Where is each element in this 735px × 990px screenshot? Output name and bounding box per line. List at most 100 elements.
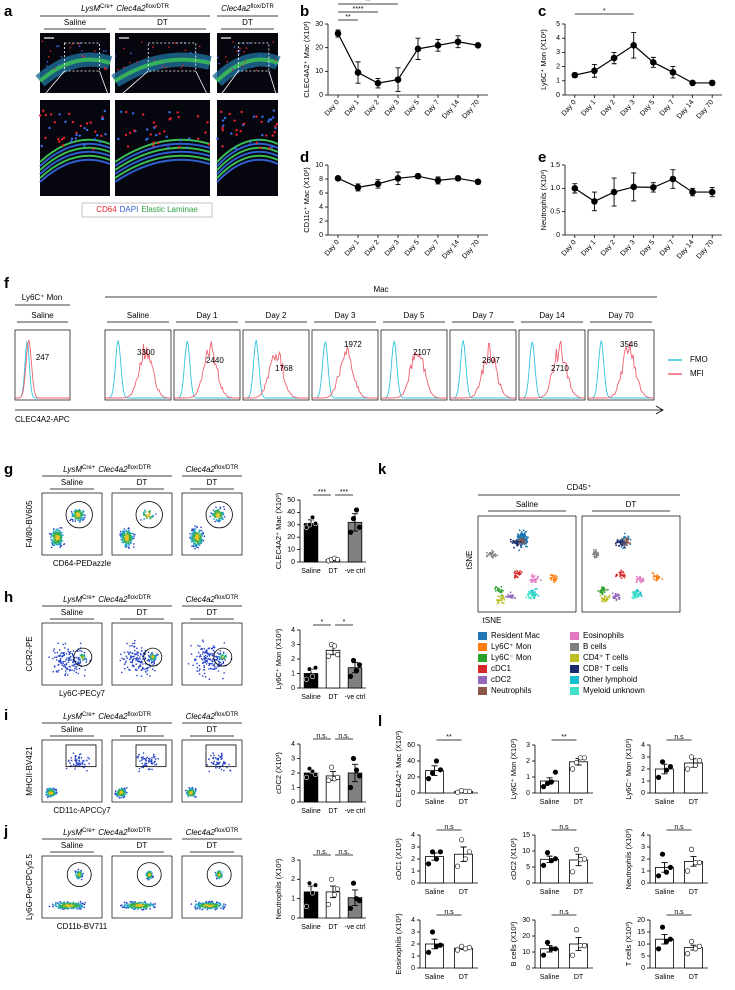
event-dot [195, 903, 197, 905]
event-dot [132, 905, 134, 907]
event-dot [82, 903, 84, 905]
data-point [455, 38, 462, 45]
y-tick-label: 30 [287, 522, 295, 529]
data-point [670, 69, 677, 76]
event-dot [219, 659, 221, 661]
event-dot [81, 879, 83, 881]
y-axis-label: T cells (X10³) [624, 921, 633, 966]
event-dot [71, 760, 73, 762]
replicate-point [689, 847, 694, 852]
x-tick-label: DT [328, 808, 338, 815]
event-dot [193, 543, 195, 545]
event-dot [148, 512, 150, 514]
event-dot [121, 672, 123, 674]
cell-dot [96, 134, 98, 136]
event-dot [45, 794, 47, 796]
tsne-dot [623, 571, 625, 573]
event-dot [59, 531, 61, 533]
event-dot [56, 671, 58, 673]
event-dot [80, 764, 82, 766]
event-dot [219, 762, 221, 764]
tsne-dot [549, 577, 551, 579]
event-dot [82, 760, 84, 762]
x-axis-label: Ly6C-PECy7 [59, 689, 105, 698]
event-dot [57, 652, 59, 654]
event-dot [198, 652, 200, 654]
replicate-point [664, 768, 669, 773]
data-point [670, 176, 677, 183]
y-axis-label: Neutrophils (X10³) [274, 858, 283, 919]
event-dot [208, 648, 210, 650]
cell-dot [246, 47, 248, 49]
event-dot [77, 872, 79, 874]
histogram-frame [105, 330, 171, 400]
event-dot [221, 513, 223, 515]
tsne-dot [624, 575, 626, 577]
tsne-dot [524, 541, 526, 543]
event-dot [220, 908, 222, 910]
event-dot [196, 670, 198, 672]
event-dot [129, 906, 131, 908]
event-dot [82, 763, 84, 765]
event-dot [152, 763, 154, 765]
flow-plot [42, 493, 102, 555]
event-dot [191, 545, 193, 547]
event-dot [196, 536, 198, 538]
y-tick-label: 2 [291, 876, 295, 883]
event-dot [223, 672, 225, 674]
x-tick-label: Day 5 [404, 239, 421, 258]
event-dot [200, 527, 202, 529]
replicate-point [335, 775, 340, 780]
event-dot [137, 660, 139, 662]
event-dot [49, 906, 51, 908]
event-dot [197, 547, 199, 549]
tsne-dot [499, 591, 501, 593]
y-tick-label: 0 [641, 965, 645, 972]
replicate-point [348, 674, 353, 679]
y-tick-label: 40 [287, 509, 295, 516]
condition-label: DT [137, 478, 148, 487]
legend-label: FMO [690, 355, 708, 364]
y-axis-label: B cells (X10³) [509, 921, 518, 967]
y-tick-label: 0 [291, 685, 295, 692]
event-dot [146, 878, 148, 880]
event-dot [199, 539, 201, 541]
replicate-point [656, 775, 661, 780]
event-dot [198, 537, 200, 539]
tsne-dot [531, 574, 533, 576]
cell-dot [41, 145, 43, 147]
event-dot [207, 661, 209, 663]
tsne-dot [496, 599, 498, 601]
event-dot [82, 657, 84, 659]
condition-label: DT [137, 841, 148, 850]
cell-dot [54, 68, 56, 70]
event-dot [67, 669, 69, 671]
data-point [611, 189, 618, 196]
tsne-dot [636, 580, 638, 582]
event-dot [84, 669, 86, 671]
event-dot [121, 537, 123, 539]
tsne-dot [526, 541, 528, 543]
cell-dot [80, 125, 82, 127]
event-dot [130, 657, 132, 659]
event-dot [222, 518, 224, 520]
cell-dot [158, 132, 160, 134]
x-tick-label: Day 7 [659, 239, 676, 258]
x-tick-label: Saline [301, 924, 321, 931]
event-dot [52, 658, 54, 660]
replicate-point [685, 951, 690, 956]
event-dot [195, 796, 197, 798]
tsne-dot [537, 577, 539, 579]
tsne-dot [512, 595, 514, 597]
event-dot [145, 765, 147, 767]
event-dot [55, 903, 57, 905]
cell-dot [244, 61, 246, 63]
event-dot [223, 770, 225, 772]
y-tick-label: 20 [407, 774, 415, 781]
cell-dot [272, 116, 274, 118]
event-dot [76, 514, 78, 516]
event-dot [149, 666, 151, 668]
cell-dot [115, 55, 117, 57]
cell-dot [62, 144, 64, 146]
cell-dot [199, 46, 201, 48]
